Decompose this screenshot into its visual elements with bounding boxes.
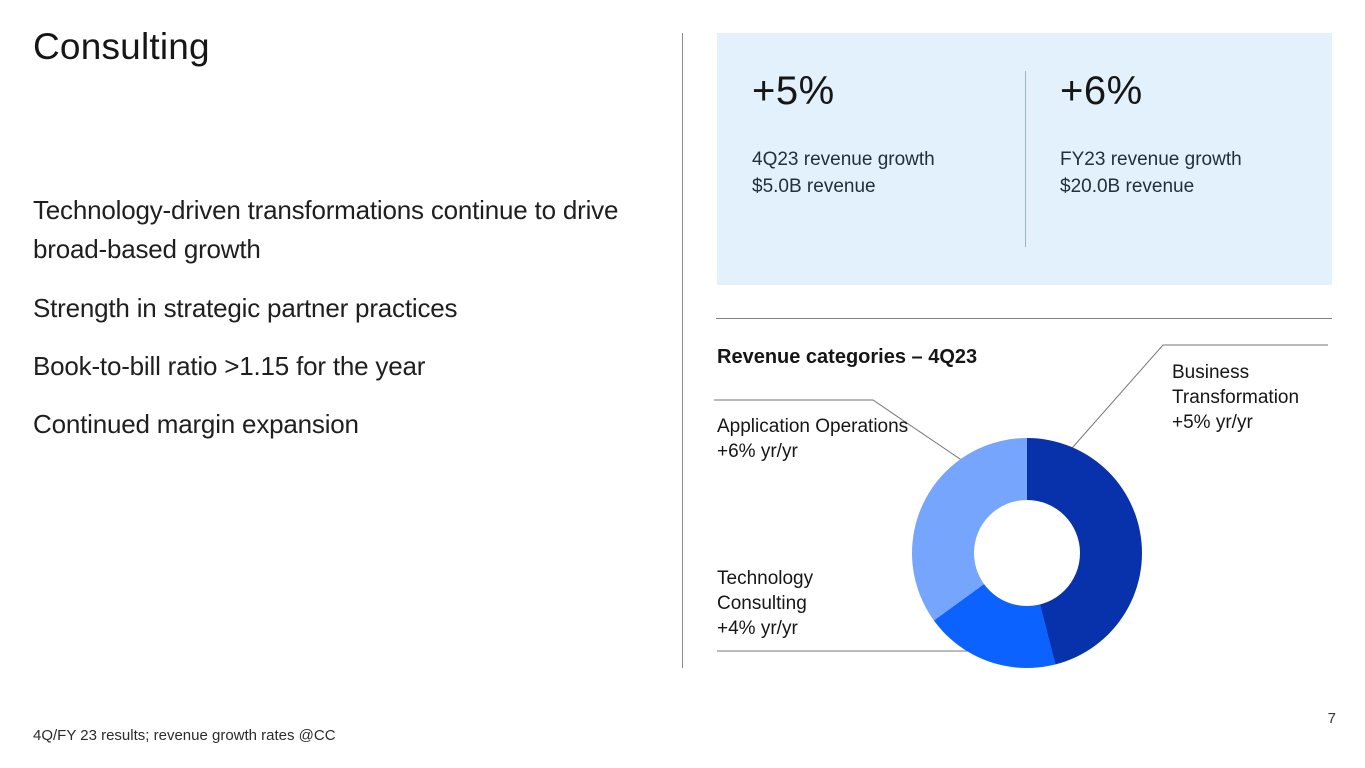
section-separator-line — [716, 318, 1332, 319]
stat-fullyear-line2: $20.0B revenue — [1060, 176, 1195, 197]
bullet-item: Continued margin expansion — [33, 409, 359, 439]
bullet-item: Strength in strategic partner practices — [33, 293, 458, 323]
stat-divider-line — [1025, 71, 1026, 247]
donut-chart — [912, 438, 1142, 668]
highlight-stat-box: +5% 4Q23 revenue growth $5.0B revenue +6… — [717, 33, 1332, 285]
slice-growth: +6% yr/yr — [717, 441, 798, 462]
panel-divider-line — [682, 33, 683, 668]
callout-technology-consulting: Technology Consulting +4% yr/yr — [717, 566, 837, 641]
slice-label: Technology Consulting — [717, 568, 814, 614]
stat-quarter-desc: 4Q23 revenue growth $5.0B revenue — [752, 146, 935, 200]
stat-fullyear-value: +6% — [1060, 69, 1143, 113]
stat-quarter-line2: $5.0B revenue — [752, 176, 876, 197]
stat-quarter-value: +5% — [752, 69, 835, 113]
bullet-item: Technology-driven transformations contin… — [33, 195, 619, 264]
page-title: Consulting — [33, 26, 210, 67]
slice-label: Application Operations — [717, 416, 909, 437]
bullet-item: Book-to-bill ratio >1.15 for the year — [33, 351, 426, 381]
callout-business-transformation: Business Transformation +5% yr/yr — [1172, 360, 1322, 435]
callout-application-operations: Application Operations +6% yr/yr — [717, 414, 947, 464]
stat-quarter-line1: 4Q23 revenue growth — [752, 149, 935, 170]
donut-hole — [974, 500, 1080, 606]
stat-fullyear-desc: FY23 revenue growth $20.0B revenue — [1060, 146, 1242, 200]
slice-label: Business Transformation — [1172, 362, 1300, 408]
slice-growth: +4% yr/yr — [717, 618, 798, 639]
slice-growth: +5% yr/yr — [1172, 412, 1253, 433]
page-number: 7 — [1327, 710, 1336, 727]
stat-fullyear: +6% FY23 revenue growth $20.0B revenue — [1060, 69, 1242, 200]
stat-fullyear-line1: FY23 revenue growth — [1060, 149, 1242, 170]
footer-note: 4Q/FY 23 results; revenue growth rates @… — [33, 727, 336, 744]
chart-title: Revenue categories – 4Q23 — [717, 346, 978, 368]
stat-quarter: +5% 4Q23 revenue growth $5.0B revenue — [752, 69, 935, 200]
